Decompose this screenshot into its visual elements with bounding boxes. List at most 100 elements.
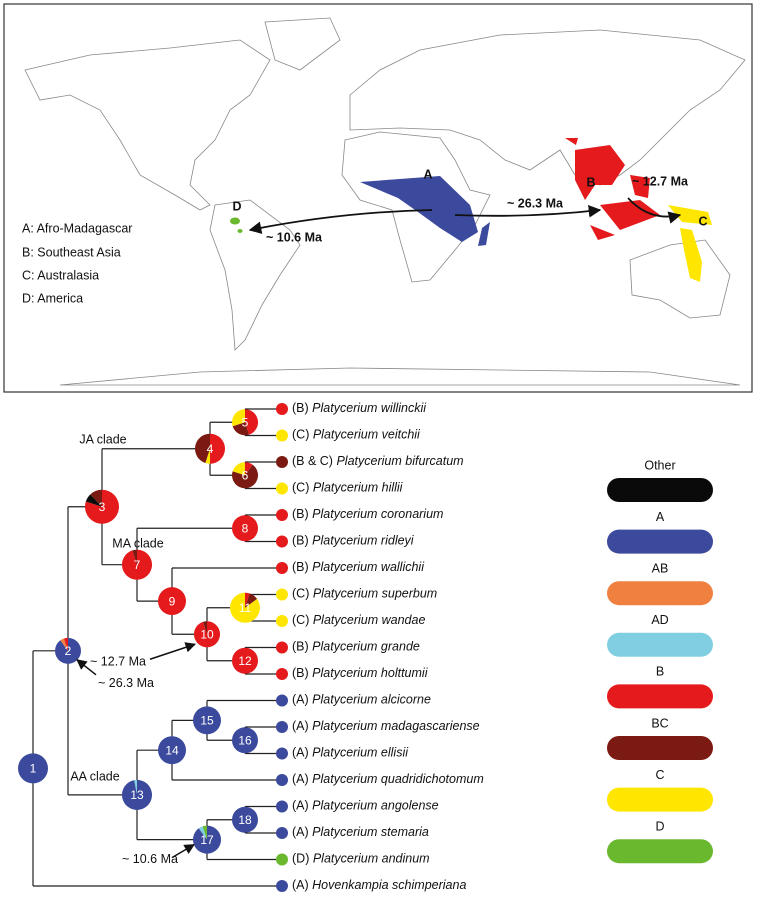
node-number: 11 [239,601,252,615]
pie-slice [198,826,207,840]
pie-slice [231,409,245,427]
tip-name: Platycerium alcicorne [312,693,431,707]
tip-label: (C) Platycerium superbum [292,587,437,601]
tip-label: (B) Platycerium holttumii [292,666,429,680]
tip-region: (B) [292,507,309,521]
tip-marker [276,853,288,866]
tip-region: (B) [292,560,309,574]
tip-marker [276,721,288,733]
tip-region: (A) [292,719,309,733]
pie-slice [195,433,210,464]
tip-label: (A) Platycerium angolense [292,799,439,813]
tip-marker [276,456,288,468]
tip-marker [276,482,288,495]
pie-slice [232,422,250,436]
region-d [230,217,240,225]
antarctica [59,367,741,386]
tip-marker [276,668,288,680]
legend-label: BC [651,716,668,730]
tip-name: Platycerium superbum [313,587,437,601]
branch [171,719,282,781]
date-label: ~ 26.3 Ma [98,676,154,690]
pie-slice [245,409,259,435]
pie-slice [245,592,250,608]
legend-swatch [607,478,713,502]
tip-region: (A) [292,693,309,707]
pie-slice [245,462,253,476]
node-number: 7 [134,558,141,572]
tip-marker [276,694,288,707]
legend-swatch [607,736,713,760]
tip-name: Platycerium veitchii [313,428,421,442]
pie-slice [232,727,258,754]
tip-region: (C) [292,428,309,442]
pie-slice [18,753,48,784]
tip-name: Platycerium stemaria [312,825,429,839]
node-number: 15 [200,714,214,728]
tip-marker [276,562,288,574]
pie-slice [132,549,137,565]
tip-label: (C) Platycerium veitchii [292,428,421,442]
clade-label: MA clade [112,536,163,550]
tip-region: (A) [292,746,309,760]
south-america [209,199,301,351]
tip-label: (D) Platycerium andinum [292,852,430,866]
tip-region: (C) [292,481,309,495]
region-key: D: America [22,291,83,305]
legend-label: Other [644,458,675,472]
date-label: ~ 12.7 Ma [632,174,689,188]
node-number: 3 [99,500,106,514]
region-label: C [698,214,707,228]
tip-name: Platycerium ridleyi [312,534,415,548]
legend-swatch [607,581,713,606]
tip-marker [276,535,288,548]
node-number: 8 [242,521,249,535]
node-number: 9 [169,594,176,608]
clade-label: AA clade [70,769,119,783]
pie-slice [232,647,258,674]
date-label: ~ 26.3 Ma [507,196,564,210]
pie-slice [121,549,152,580]
node-number: 12 [238,654,252,668]
date-arrow [76,659,97,676]
pie-slice [122,779,153,810]
tip-label: (B) Platycerium wallichii [292,560,425,574]
tip-region: (A) [292,772,309,786]
legend-label: AD [651,613,668,627]
date-label: ~ 12.7 Ma [90,655,146,669]
region-key: B: Southeast Asia [22,245,121,259]
tip-region: (C) [292,587,309,601]
tip-region: (A) [292,799,309,813]
node-number: 17 [200,833,214,847]
node-number: 1 [30,762,37,776]
date-arrow [149,642,196,660]
tip-label: (B) Platycerium willinckii [292,401,427,415]
tip-region: (B) [292,640,309,654]
tip-marker [276,774,288,786]
legend-label: AB [652,561,669,575]
pie-slice [205,448,210,464]
region-label: B [586,175,595,189]
legend-label: B [656,665,664,679]
tip-label: (B) Platycerium grande [292,640,420,654]
node-number: 2 [65,644,72,658]
dispersal-arrow [627,197,682,224]
pie-slice [230,592,261,623]
pie-slice [210,433,226,464]
dispersal-arrow [454,205,602,218]
eurasia [349,29,746,186]
world-map: A B C D ~ 10.6 Ma ~ 26.3 Ma ~ 12.7 Ma A:… [3,3,753,393]
tip-name: Platycerium bifurcatum [336,454,463,468]
pie-slice [232,806,258,833]
tip-marker [276,429,288,442]
tip-name: Platycerium willinckii [312,401,427,415]
pie-slice [232,464,258,489]
tip-region: (A) [292,825,309,839]
date-arrow [171,843,195,859]
region-key: A: Afro-Madagascar [22,221,132,235]
pie-slice [85,494,102,507]
legend-swatch [607,839,713,864]
legend-label: A [656,510,665,524]
pie-slice [158,587,186,616]
tip-name: Platycerium holttumii [312,666,429,680]
